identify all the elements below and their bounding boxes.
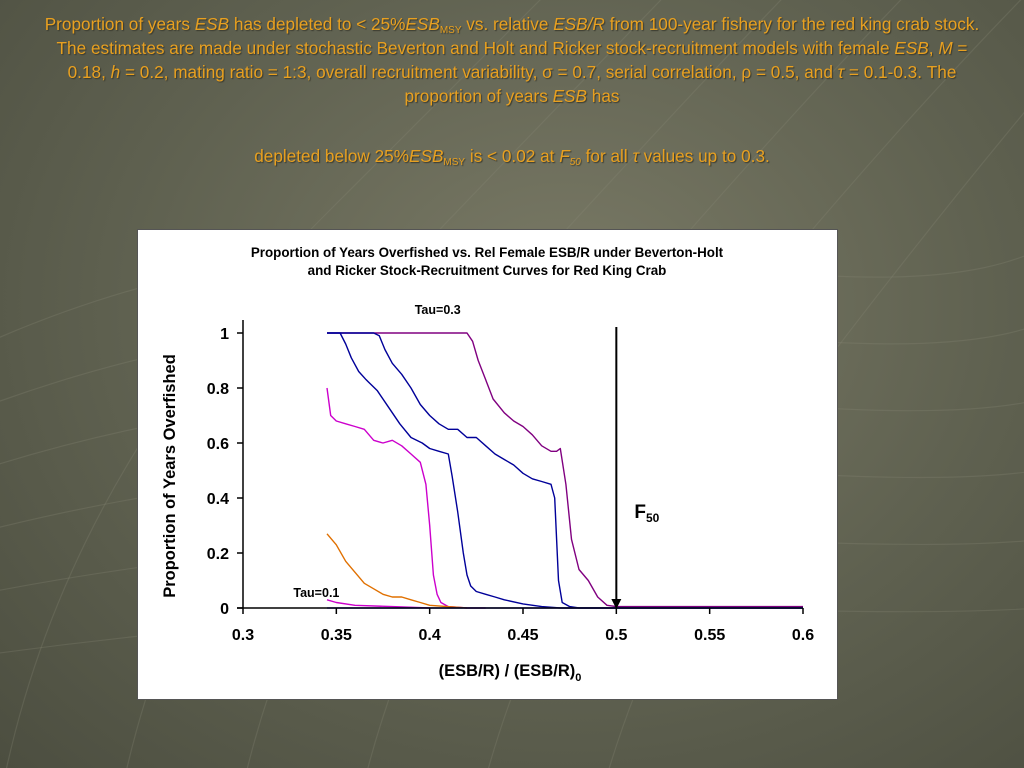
y-tick-label: 0.6 [207,436,229,453]
series-line-4 [326,387,486,609]
y-tick-label: 1 [220,326,229,343]
series-line-2 [327,332,803,609]
caption-1-run: MSY [439,25,462,36]
caption-1-run: ESB [405,14,440,34]
caption-1-run: vs. relative [461,14,554,34]
caption-2-run: MSY [443,157,466,168]
caption-1-run: = 0.1-0.3. The proportion of years [404,62,957,106]
f50-label: F50 [634,502,659,525]
caption-2-run: is < 0.02 at [465,146,560,166]
caption-1-run: = 0.18, [67,38,968,82]
caption-1-run: has depleted to < 25% [229,14,406,34]
caption-2-run: ESB [409,146,444,166]
caption-2-run: values up to 0.3. [638,146,770,166]
caption-1-run: ESB [552,86,587,106]
caption-1-run: ESB/R [553,14,605,34]
caption-1-run: from 100-year fishery for the red king c… [56,14,980,58]
series-line-5 [326,533,468,609]
series-line-3 [327,332,803,609]
caption-2-run: F [559,146,570,166]
series-line-6 [326,599,430,609]
y-tick-label: 0 [220,601,229,618]
x-axis-label: (ESB/R) / (ESB/R)0 [439,662,582,684]
caption-2-run: 50 [569,157,581,168]
caption-1-run: ESB [194,14,230,34]
f50-arrowhead [611,599,622,609]
caption-1-run: M [938,38,953,58]
x-tick-label: 0.45 [507,627,538,644]
axes-group: 0 0.2 0.4 0.6 0.8 1 0.3 0.35 0.4 0.45 0.5 0.55 0.6 [207,320,814,644]
annotations-group: Tau=0.3 Tau=0.1 F50 [293,303,660,609]
caption-1-run: ESB [894,38,929,58]
annotation-label: Tau=0.1 [293,586,339,600]
chart-panel: Proportion of Years Overfished vs. Rel F… [137,229,838,700]
caption-1-run: Proportion of years [44,14,195,34]
caption-2-run: τ [632,146,639,166]
series-group [326,332,803,609]
y-tick-label: 0.4 [207,491,229,508]
chart-title-line-1: Proportion of Years Overfished vs. Rel F… [251,245,724,260]
x-tick-label: 0.5 [605,627,627,644]
caption-2-run: depleted below 25% [254,146,410,166]
caption-1-run: h [110,62,121,82]
caption-2-run: for all [580,146,633,166]
x-tick-label: 0.35 [321,627,352,644]
x-tick-label: 0.6 [792,627,814,644]
x-tick-label: 0.55 [694,627,725,644]
line-chart: Proportion of Years Overfished vs. Rel F… [161,245,814,684]
x-tick-label: 0.4 [419,627,441,644]
y-tick-label: 0.2 [207,546,229,563]
series-line-1 [327,332,803,608]
caption-paragraph-1: Proportion of years ESB has depleted to … [40,12,984,108]
caption-1-run: = 0.2, mating ratio = 1:3, overall recru… [120,62,838,82]
caption-1-run: , [928,38,939,58]
caption-1-run: has [587,86,620,106]
caption-paragraph-2: depleted below 25%ESBMSY is < 0.02 at F5… [40,144,984,168]
y-axis-label: Proportion of Years Overfished [161,354,179,598]
caption-1-run: τ [837,62,845,82]
y-tick-label: 0.8 [207,381,229,398]
x-tick-label: 0.3 [232,627,254,644]
chart-title-line-2: and Ricker Stock-Recruitment Curves for … [308,263,667,278]
slide-caption: Proportion of years ESB has depleted to … [40,12,984,168]
annotation-label: Tau=0.3 [415,303,461,317]
